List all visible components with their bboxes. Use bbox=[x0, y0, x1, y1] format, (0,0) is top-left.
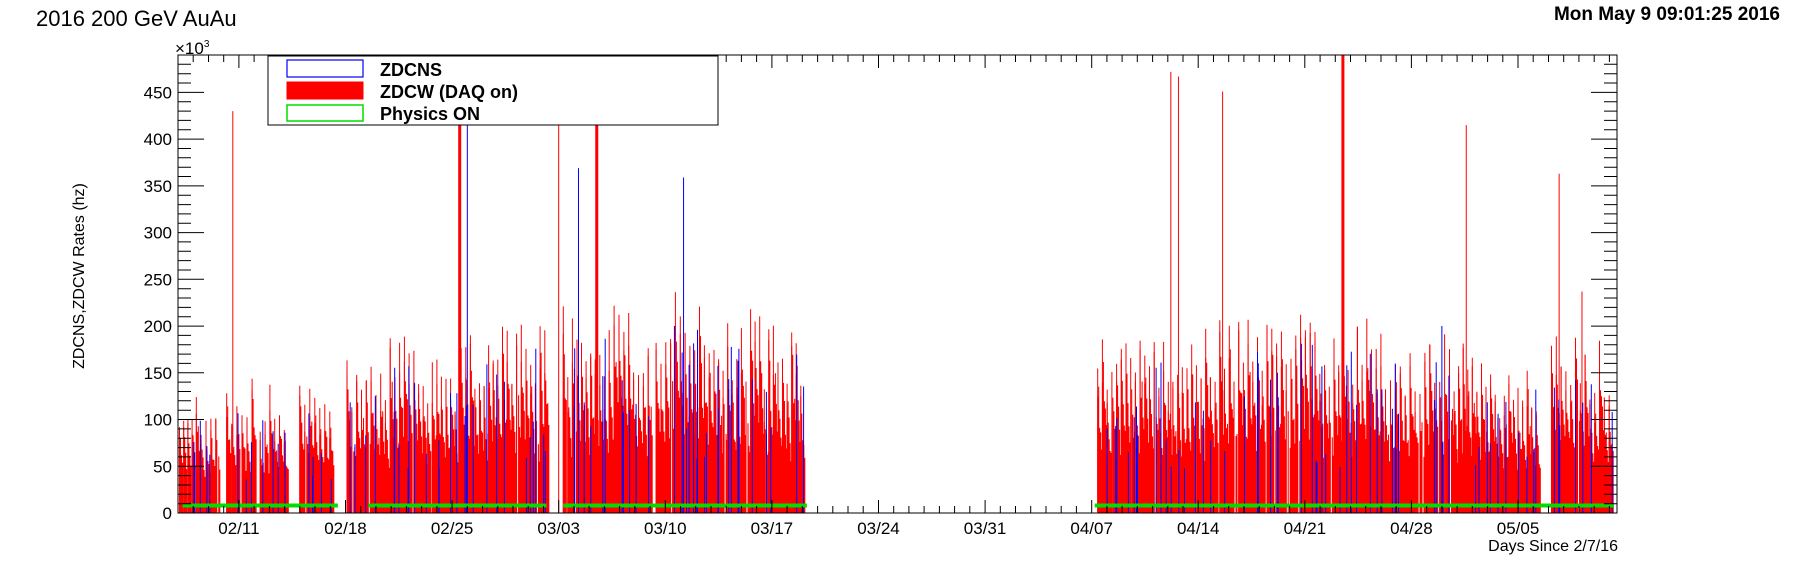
zdcw-fill bbox=[497, 345, 550, 513]
legend: ZDCNS ZDCW (DAQ on) Physics ON bbox=[267, 55, 719, 126]
zdcw-segment bbox=[1448, 343, 1500, 513]
legend-swatch-physics bbox=[286, 104, 364, 122]
zdcw-segment bbox=[299, 385, 335, 513]
y-multiplier: ×103 bbox=[175, 39, 210, 58]
zdcw-segment bbox=[1148, 328, 1211, 513]
zdcw-segment bbox=[497, 324, 550, 513]
x-tick-label: 02/11 bbox=[218, 519, 259, 538]
zdcw-segment bbox=[1209, 319, 1263, 513]
legend-swatch-zdcw bbox=[286, 81, 364, 100]
y-tick-label: 100 bbox=[144, 411, 172, 430]
zdcw-fill-peaks bbox=[346, 360, 372, 513]
zdcw-fill-peaks bbox=[1261, 314, 1321, 513]
data-layer bbox=[178, 55, 1614, 513]
zdcw-segment bbox=[1097, 339, 1150, 513]
y-tick-label: 400 bbox=[144, 130, 172, 149]
zdcw-segment bbox=[1324, 316, 1386, 513]
zdcw-segment bbox=[226, 378, 257, 513]
zdcw-fill-peaks bbox=[226, 378, 253, 513]
y-tick-label: 0 bbox=[163, 504, 172, 523]
legend-label-zdcns: ZDCNS bbox=[380, 60, 442, 80]
chart-title: 2016 200 GeV AuAu bbox=[36, 6, 237, 31]
zdcw-fill-peaks bbox=[259, 384, 285, 513]
legend-label-physics: Physics ON bbox=[380, 104, 480, 124]
legend-label-zdcw: ZDCW (DAQ on) bbox=[380, 82, 518, 102]
zdcw-segment bbox=[375, 336, 419, 513]
x-tick-label: 03/03 bbox=[537, 519, 580, 538]
zdcw-fill-peaks bbox=[195, 397, 217, 513]
zdcw-segment bbox=[195, 397, 221, 513]
x-tick-label: 04/28 bbox=[1390, 519, 1433, 538]
zdcw-fill-peaks bbox=[1149, 328, 1207, 513]
x-tick-label: 04/21 bbox=[1284, 519, 1327, 538]
zdcw-fill-peaks bbox=[299, 385, 331, 513]
y-tick-label: 50 bbox=[153, 457, 172, 476]
x-tick-label: 04/14 bbox=[1177, 519, 1220, 538]
y-tick-label: 250 bbox=[144, 270, 172, 289]
zdcw-fill bbox=[375, 347, 419, 513]
x-tick-label: 05/05 bbox=[1497, 519, 1540, 538]
zdcw-fill-peaks bbox=[655, 292, 710, 513]
zdcw-segment bbox=[259, 384, 289, 513]
axis-layer: 0 50 100 150 200 250 300 350 400 450 02/11 02/18 02/… bbox=[144, 54, 1618, 538]
y-tick-label: 350 bbox=[144, 177, 172, 196]
y-tick-label: 450 bbox=[144, 83, 172, 102]
zdcw-fill bbox=[1097, 349, 1150, 513]
x-tick-label: 03/10 bbox=[644, 519, 687, 538]
x-axis-title: Days Since 2/7/16 bbox=[1488, 538, 1618, 555]
y-tick-label: 300 bbox=[144, 224, 172, 243]
x-tick-label: 02/18 bbox=[324, 519, 367, 538]
plot-frame bbox=[177, 54, 1618, 514]
x-tick-label: 02/25 bbox=[431, 519, 474, 538]
zdcw-segment bbox=[655, 292, 714, 513]
zdcw-fill-peaks bbox=[179, 419, 193, 513]
x-tick-label: 03/24 bbox=[857, 519, 900, 538]
zdcw-fill bbox=[1209, 330, 1263, 513]
zdcns-fill bbox=[193, 329, 1613, 513]
x-tick-label: 03/31 bbox=[964, 519, 1007, 538]
zdcw-fill bbox=[178, 423, 196, 513]
y-axis-title: ZDCNS,ZDCW Rates (hz) bbox=[71, 183, 88, 369]
zdcw-segment bbox=[562, 306, 605, 513]
zdcw-segment bbox=[346, 360, 376, 513]
y-tick-label: 200 bbox=[144, 317, 172, 336]
legend-swatch-zdcns bbox=[286, 59, 364, 78]
y-tick-label: 150 bbox=[144, 364, 172, 383]
timestamp: Mon May 9 09:01:25 2016 bbox=[1553, 4, 1780, 25]
zdcw-segment bbox=[603, 305, 653, 513]
x-tick-label: 04/07 bbox=[1070, 519, 1113, 538]
axis-ticks bbox=[178, 54, 1617, 514]
x-tick-label: 03/17 bbox=[751, 519, 794, 538]
zdcw-fill bbox=[1448, 347, 1500, 513]
zdcw-segment bbox=[1261, 314, 1325, 513]
